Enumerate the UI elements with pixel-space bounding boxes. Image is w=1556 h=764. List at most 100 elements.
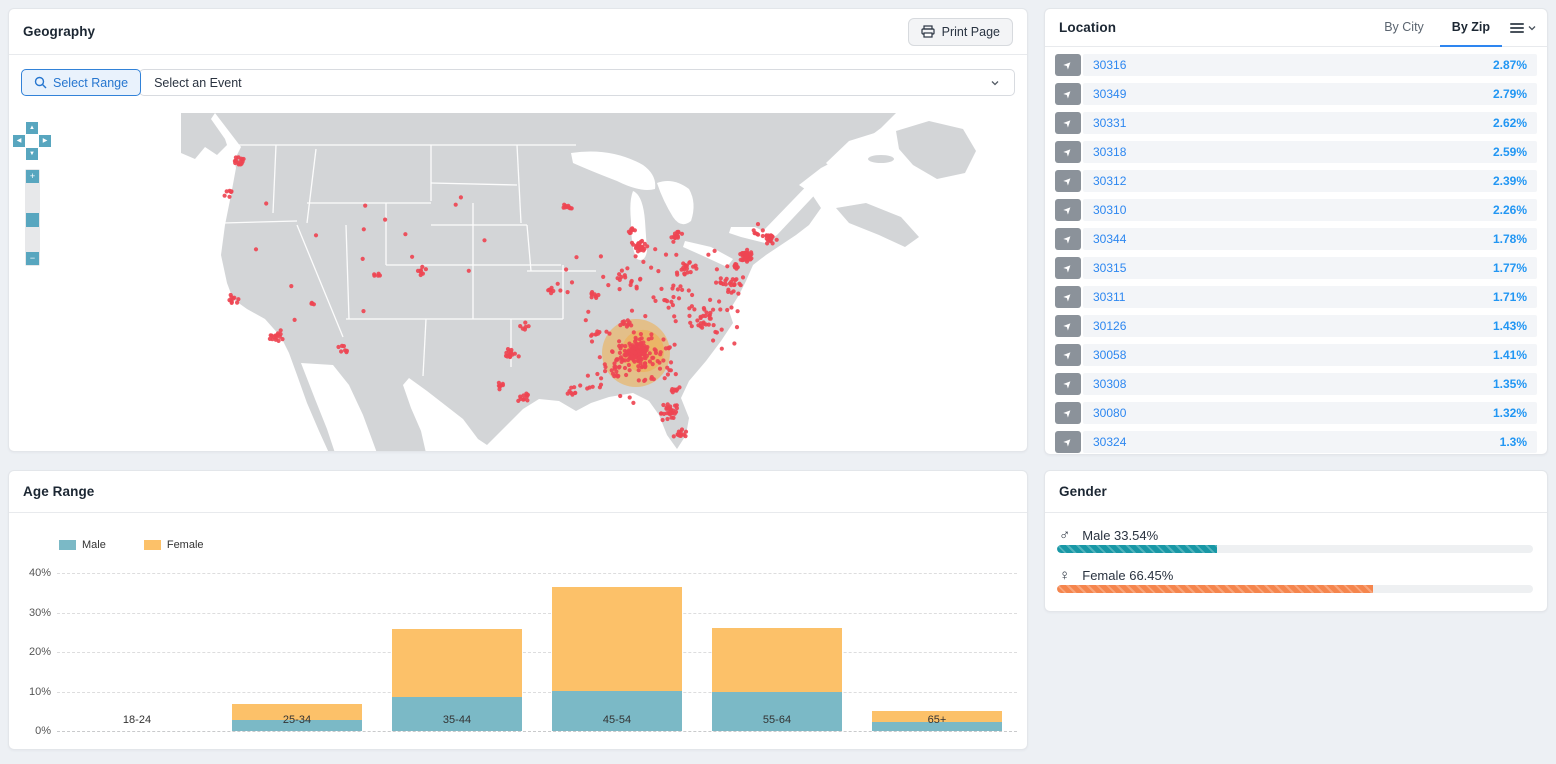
locate-pin-button[interactable]: ➤ [1055,228,1081,250]
map-islands [836,121,976,247]
legend-item-male[interactable]: Male [59,539,106,551]
zip-percentage: 1.78% [1492,232,1527,246]
zip-link[interactable]: 30308 [1093,377,1127,391]
age-range-title: Age Range [23,484,95,499]
location-row[interactable]: ➤ 30324 1.3% [1055,431,1537,453]
zip-link[interactable]: 30311 [1093,290,1126,304]
event-select-dropdown[interactable]: Select an Event [139,69,1015,96]
location-list: ➤ 30316 2.87% ➤ 30349 2.79% ➤ 30331 2.62% ➤ 30318 2… [1055,54,1537,454]
location-row[interactable]: ➤ 30312 2.39% [1055,170,1537,192]
location-row[interactable]: ➤ 30308 1.35% [1055,373,1537,395]
location-row-strip: 30331 2.62% [1083,112,1537,134]
locate-pin-button[interactable]: ➤ [1055,141,1081,163]
bar-female-65+[interactable] [872,711,1002,722]
locate-pin-button[interactable]: ➤ [1055,344,1081,366]
location-row[interactable]: ➤ 30318 2.59% [1055,141,1537,163]
zip-link[interactable]: 30318 [1093,145,1127,159]
locate-pin-button[interactable]: ➤ [1055,54,1081,76]
gender-bar-fill-male [1057,545,1217,553]
zoom-slider-handle[interactable] [26,213,39,227]
tab-by-zip[interactable]: By Zip [1439,9,1503,47]
hamburger-icon [1510,21,1524,35]
zoom-out-button[interactable]: − [26,252,39,265]
zip-link[interactable]: 30126 [1093,319,1127,333]
location-row[interactable]: ➤ 30126 1.43% [1055,315,1537,337]
gender-header: Gender [1045,471,1547,513]
category-label-55-64: 55-64 [762,714,792,726]
zip-link[interactable]: 30331 [1093,116,1127,130]
chevron-down-icon [1528,25,1536,30]
legend-swatch-male [59,540,76,550]
locate-pin-button[interactable]: ➤ [1055,112,1081,134]
zip-link[interactable]: 30315 [1093,261,1127,275]
us-map[interactable] [181,113,1011,451]
zip-link[interactable]: 30344 [1093,232,1127,246]
legend-item-female[interactable]: Female [143,539,204,551]
pan-left-button[interactable]: ◀ [13,135,25,147]
geography-header: Geography Print Page [9,9,1027,55]
locate-pin-button[interactable]: ➤ [1055,431,1081,453]
locate-pin-button[interactable]: ➤ [1055,286,1081,308]
location-row[interactable]: ➤ 30349 2.79% [1055,83,1537,105]
gender-bar-track [1057,585,1533,593]
location-row-strip: 30324 1.3% [1083,431,1537,453]
bar-male-45-54[interactable] [552,691,682,731]
zip-link[interactable]: 30080 [1093,406,1127,420]
location-row[interactable]: ➤ 30311 1.71% [1055,286,1537,308]
zip-link[interactable]: 30312 [1093,174,1127,188]
location-menu-button[interactable] [1510,21,1537,35]
location-row[interactable]: ➤ 30310 2.26% [1055,199,1537,221]
navigation-arrow-icon: ➤ [1061,58,1075,72]
bar-female-55-64[interactable] [712,627,842,692]
locate-pin-button[interactable]: ➤ [1055,199,1081,221]
tab-by-city[interactable]: By City [1384,20,1424,34]
zip-link[interactable]: 30316 [1093,58,1127,72]
locate-pin-button[interactable]: ➤ [1055,170,1081,192]
location-row[interactable]: ➤ 30316 2.87% [1055,54,1537,76]
location-row[interactable]: ➤ 30315 1.77% [1055,257,1537,279]
locate-pin-button[interactable]: ➤ [1055,402,1081,424]
gender-bar-track [1057,545,1533,553]
legend-swatch-female [143,540,161,550]
female-icon: ♀ [1059,567,1071,584]
locate-pin-button[interactable]: ➤ [1055,315,1081,337]
bar-male-35-44[interactable] [392,697,522,731]
zip-percentage: 2.39% [1492,174,1527,188]
bar-female-45-54[interactable] [552,587,682,692]
bar-male-25-34[interactable] [232,720,362,731]
print-page-button[interactable]: Print Page [907,17,1013,46]
legend-label: Female [166,539,204,551]
zip-link[interactable]: 30349 [1093,87,1127,101]
bar-male-55-64[interactable] [712,691,842,731]
gridline-40% [57,573,1017,574]
bar-female-25-34[interactable] [232,704,362,721]
locate-pin-button[interactable]: ➤ [1055,257,1081,279]
zip-link[interactable]: 30324 [1093,435,1127,449]
print-page-label: Print Page [941,24,1000,39]
bar-male-65+[interactable] [872,721,1002,731]
zip-link[interactable]: 30310 [1093,203,1127,217]
age-range-header: Age Range [9,471,1027,513]
zip-percentage: 1.71% [1492,290,1527,304]
zip-link[interactable]: 30058 [1093,348,1127,362]
pan-right-button[interactable]: ▶ [39,135,51,147]
location-row[interactable]: ➤ 30331 2.62% [1055,112,1537,134]
pan-up-button[interactable]: ▲ [26,122,38,134]
locate-pin-button[interactable]: ➤ [1055,83,1081,105]
location-row[interactable]: ➤ 30344 1.78% [1055,228,1537,250]
navigation-arrow-icon: ➤ [1061,261,1075,275]
bar-female-35-44[interactable] [392,629,522,698]
zoom-in-button[interactable]: + [26,170,39,183]
locate-pin-button[interactable]: ➤ [1055,373,1081,395]
location-tabs: By City By Zip [1372,9,1503,47]
location-row[interactable]: ➤ 30080 1.32% [1055,402,1537,424]
location-row[interactable]: ➤ 30058 1.41% [1055,344,1537,366]
pan-down-button[interactable]: ▼ [26,148,38,160]
location-title: Location [1059,20,1117,35]
zip-percentage: 1.77% [1492,261,1527,275]
navigation-arrow-icon: ➤ [1061,406,1075,420]
gender-label-male: ♂ Male 33.54% [1059,527,1158,544]
location-header: Location By City By Zip [1045,9,1547,47]
navigation-arrow-icon: ➤ [1061,348,1075,362]
select-range-button[interactable]: Select Range [21,69,142,96]
